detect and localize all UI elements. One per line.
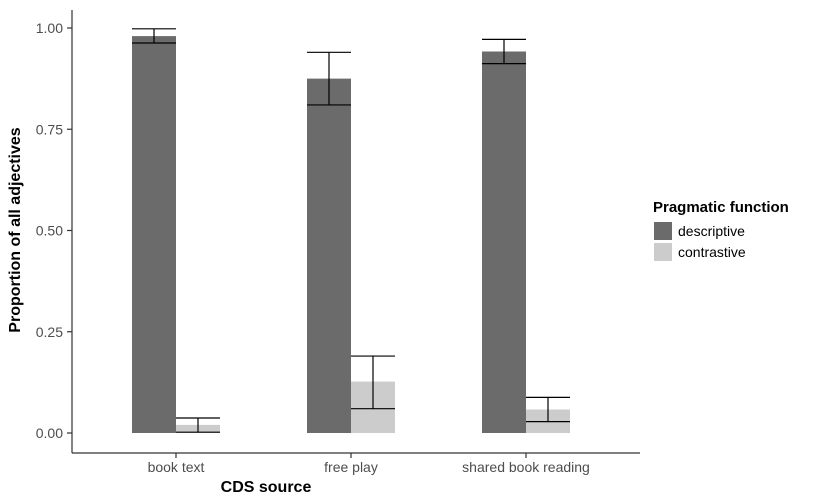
y-tick-label: 0.25 <box>36 324 63 340</box>
x-tick-label: shared book reading <box>462 459 590 475</box>
y-axis: 0.00 0.25 0.50 0.75 1.00 <box>36 10 73 453</box>
y-tick-label: 0.00 <box>36 425 63 441</box>
y-tick-label: 1.00 <box>36 20 63 36</box>
legend: Pragmatic function descriptive contrasti… <box>653 199 789 261</box>
error-bar-descriptive <box>132 28 176 44</box>
error-bar-descriptive <box>307 51 351 106</box>
error-bar-contrastive <box>176 417 220 433</box>
legend-label-contrastive: contrastive <box>678 244 746 260</box>
error-bars <box>132 28 570 433</box>
x-axis-title: CDS source <box>221 479 312 496</box>
y-tick-label: 0.50 <box>36 223 63 239</box>
legend-title: Pragmatic function <box>653 199 789 216</box>
y-tick-label: 0.75 <box>36 121 63 137</box>
x-tick-label: free play <box>324 459 378 475</box>
x-axis: book text free play shared book reading <box>72 452 640 475</box>
error-bar-contrastive <box>351 355 395 410</box>
bar-descriptive <box>482 51 526 434</box>
bar-descriptive <box>132 36 176 433</box>
legend-key-descriptive <box>654 222 672 240</box>
legend-label-descriptive: descriptive <box>678 223 745 239</box>
error-bar-descriptive <box>482 38 526 65</box>
error-bar-contrastive <box>526 396 570 423</box>
x-tick-label: book text <box>148 459 205 475</box>
bar-descriptive <box>307 78 351 433</box>
bars <box>132 36 570 434</box>
legend-key-contrastive <box>654 243 672 261</box>
y-axis-title: Proportion of all adjectives <box>7 127 24 332</box>
